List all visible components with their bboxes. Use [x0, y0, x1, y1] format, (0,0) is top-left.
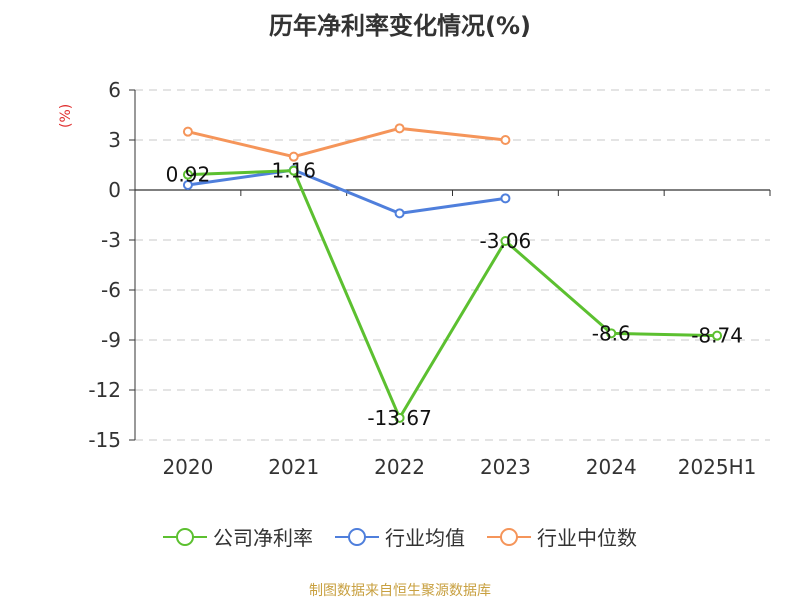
x-tick-label: 2023 [480, 455, 531, 479]
y-tick-label: 3 [108, 128, 121, 152]
data-point [288, 151, 299, 162]
data-point [182, 126, 193, 137]
data-point [500, 135, 511, 145]
data-label: -3.06 [480, 229, 532, 253]
x-tick-label: 2022 [374, 455, 425, 479]
data-source-note: 制图数据来自恒生聚源数据库 [309, 583, 491, 599]
data-point [606, 328, 617, 339]
series-line [187, 169, 718, 420]
y-tick-label: 0 [108, 178, 121, 202]
data-label: 0.92 [166, 163, 211, 187]
data-point [394, 123, 405, 134]
legend-label-company: 公司净利率 [213, 526, 313, 550]
legend-marker-industry-mean [335, 527, 379, 546]
data-point [288, 165, 299, 176]
legend-item-industry-mean[interactable]: 行业均值 [335, 522, 465, 551]
legend-label-industry-median: 行业中位数 [537, 526, 637, 550]
legend: 公司净利率 行业均值 行业中位数 [0, 522, 800, 551]
y-tick-label: -12 [88, 378, 121, 402]
x-tick-label: 2025H1 [678, 455, 757, 479]
data-point [182, 180, 193, 190]
x-tick-label: 2024 [586, 455, 637, 479]
y-tick-label: -9 [101, 328, 121, 352]
legend-marker-company [163, 527, 207, 546]
series-line [187, 126, 506, 159]
y-tick-label: -6 [101, 278, 121, 302]
legend-item-industry-median[interactable]: 行业中位数 [487, 522, 637, 551]
data-point [394, 208, 405, 219]
x-tick-label: 2020 [162, 455, 213, 479]
data-label: 1.16 [271, 159, 316, 183]
x-tick-label: 2021 [268, 455, 319, 479]
data-label: -8.74 [691, 324, 743, 348]
legend-marker-industry-median [487, 527, 531, 546]
data-point [500, 236, 511, 246]
y-tick-label: -3 [101, 228, 121, 252]
data-label: -13.67 [367, 406, 431, 430]
data-point [182, 169, 193, 180]
y-tick-label: 6 [108, 78, 121, 102]
legend-item-company[interactable]: 公司净利率 [163, 522, 313, 551]
data-label: -8.6 [592, 321, 631, 345]
line-chart: 6 3 0 -3 -6 -9 -12 -15 2020 2021 2022 2023 2024 2025H… [88, 78, 771, 479]
series-line [187, 168, 506, 215]
legend-label-industry-mean: 行业均值 [385, 526, 465, 550]
data-point [500, 193, 511, 204]
y-tick-label: -15 [88, 428, 121, 452]
chart-title: 历年净利率变化情况(%) [269, 12, 531, 40]
data-point [394, 412, 405, 423]
data-point [712, 330, 723, 341]
